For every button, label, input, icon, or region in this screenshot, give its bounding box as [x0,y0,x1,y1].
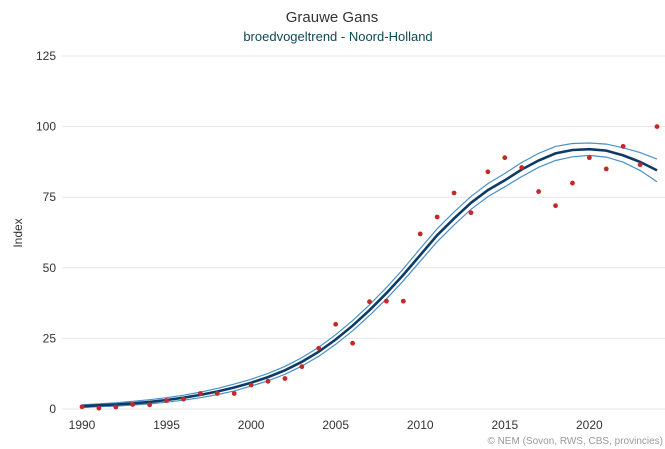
y-tick-label-0: 0 [49,402,56,416]
y-tick-label-75: 75 [43,190,57,204]
observed-point-1999[interactable] [231,391,237,396]
observed-point-2010[interactable] [417,231,423,237]
observed-points [79,124,660,411]
x-tick-label-2000: 2000 [238,418,265,432]
observed-point-2003[interactable] [299,364,305,370]
x-axis-ticks: 1990 1995 2000 2005 2010 2015 2020 [69,418,603,432]
observed-point-1998[interactable] [214,391,220,396]
observed-point-2017[interactable] [536,189,542,194]
series-group [81,142,658,409]
observed-point-2015[interactable] [502,155,508,161]
observed-point-1993[interactable] [130,402,136,407]
observed-point-1996[interactable] [181,396,186,402]
observed-point-1997[interactable] [197,391,203,396]
x-tick-label-1990: 1990 [69,418,96,432]
observed-point-2005[interactable] [333,321,339,327]
observed-point-2020[interactable] [586,155,592,161]
x-tick-label-2015: 2015 [491,418,518,432]
observed-point-2011[interactable] [434,214,440,220]
observed-point-2000[interactable] [248,382,254,388]
observed-point-2016[interactable] [519,165,525,170]
observed-point-2009[interactable] [400,298,406,304]
credits[interactable]: © NEM (Sovon, RWS, CBS, provincies) [487,436,663,447]
y-tick-label-25: 25 [43,331,57,345]
observed-point-2006[interactable] [350,340,355,346]
observed-point-2012[interactable] [451,190,457,196]
trend-line [81,147,658,408]
observed-point-1991[interactable] [96,405,102,411]
observed-point-1992[interactable] [113,404,119,410]
observed-point-1990[interactable] [79,404,85,410]
x-tick-label-2005: 2005 [322,418,349,432]
observed-point-2022[interactable] [620,143,626,149]
observed-point-2013[interactable] [468,210,474,216]
y-tick-label-125: 125 [36,49,56,63]
observed-point-2002[interactable] [282,376,288,381]
lower-confidence-line [81,154,658,409]
y-tick-label-50: 50 [43,261,57,275]
observed-point-2001[interactable] [265,378,271,384]
observed-point-2018[interactable] [553,203,558,209]
x-tick-label-1995: 1995 [153,418,180,432]
observed-point-2008[interactable] [384,298,389,304]
x-tick-label-2020: 2020 [576,418,603,432]
observed-point-2023[interactable] [637,162,643,168]
observed-point-2014[interactable] [485,169,491,175]
observed-point-2004[interactable] [316,345,322,351]
observed-point-2019[interactable] [570,180,575,186]
observed-point-2021[interactable] [603,166,609,172]
y-tick-label-100: 100 [36,120,56,134]
grid-lines [62,55,665,410]
observed-point-1995[interactable] [164,398,169,403]
observed-point-1994[interactable] [147,402,153,408]
chart-title: Grauwe Gans [286,9,379,26]
y-axis-title: Index [11,218,25,247]
y-axis-ticks: 0 25 50 75 100 125 [36,49,56,416]
observed-point-2007[interactable] [367,299,372,305]
upper-confidence-line [81,142,658,406]
chart-subtitle: broedvogeltrend - Noord-Holland [243,29,432,44]
observed-point-2024[interactable] [654,124,660,129]
x-tick-label-2010: 2010 [407,418,434,432]
